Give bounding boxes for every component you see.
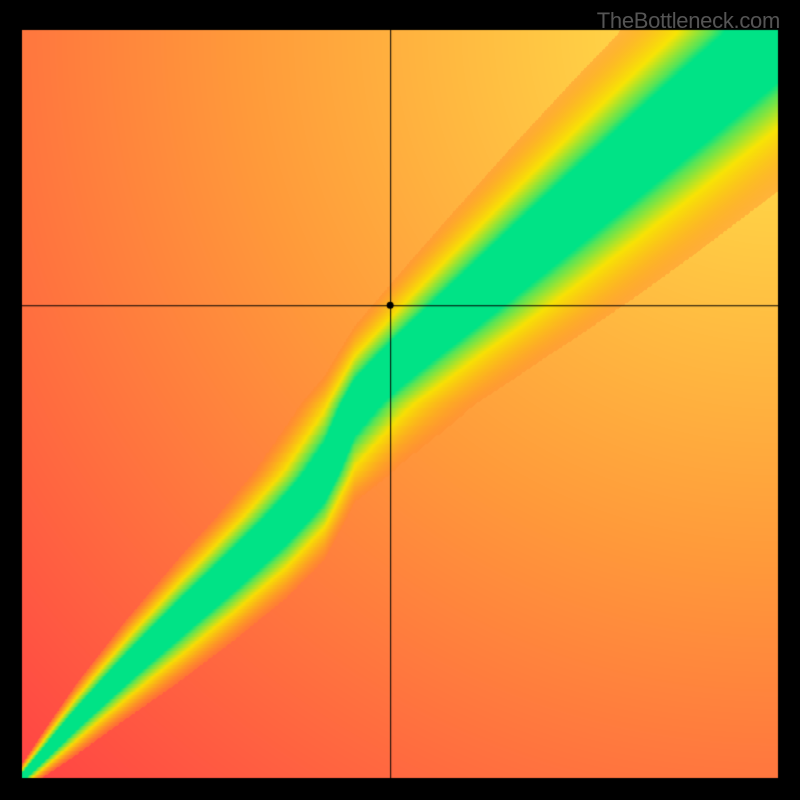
bottleneck-heatmap — [0, 0, 800, 800]
watermark-text: TheBottleneck.com — [597, 8, 780, 34]
